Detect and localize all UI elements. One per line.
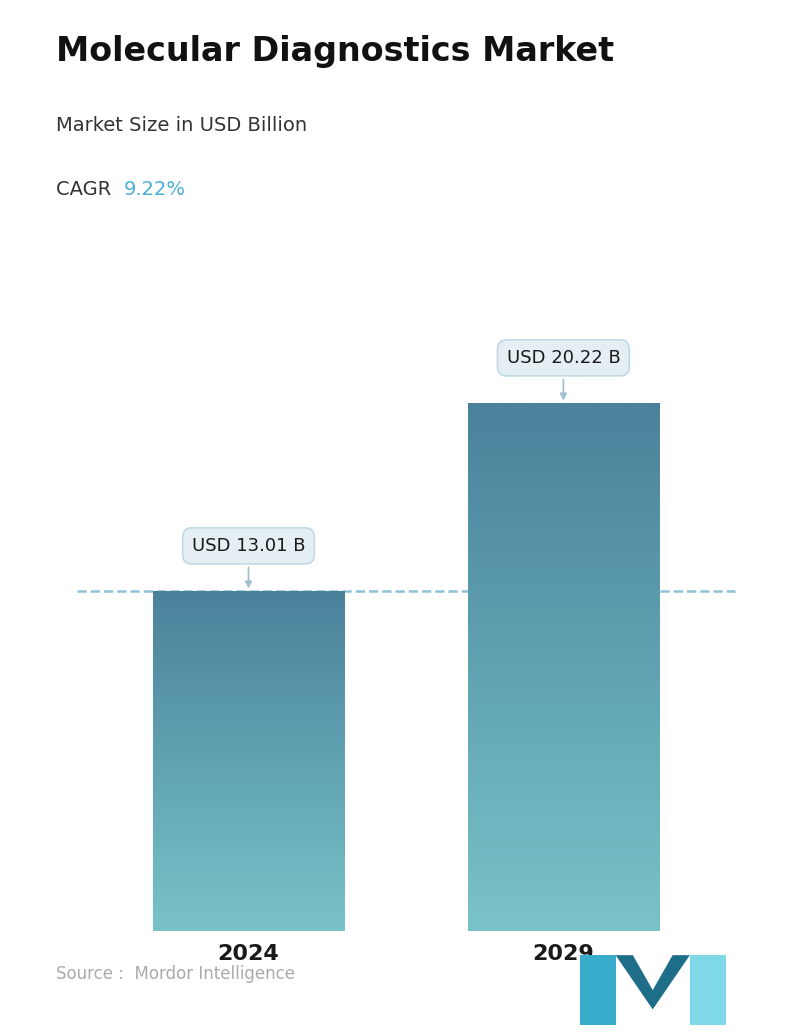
Polygon shape [579,955,615,1025]
Text: Source :  Mordor Intelligence: Source : Mordor Intelligence [56,965,295,982]
Text: Molecular Diagnostics Market: Molecular Diagnostics Market [56,35,614,68]
Text: USD 13.01 B: USD 13.01 B [192,537,305,586]
Polygon shape [690,955,726,1025]
Polygon shape [615,955,690,1009]
Text: 9.22%: 9.22% [123,180,185,199]
Text: USD 20.22 B: USD 20.22 B [506,348,620,399]
Text: CAGR: CAGR [56,180,117,199]
Text: Market Size in USD Billion: Market Size in USD Billion [56,116,306,134]
